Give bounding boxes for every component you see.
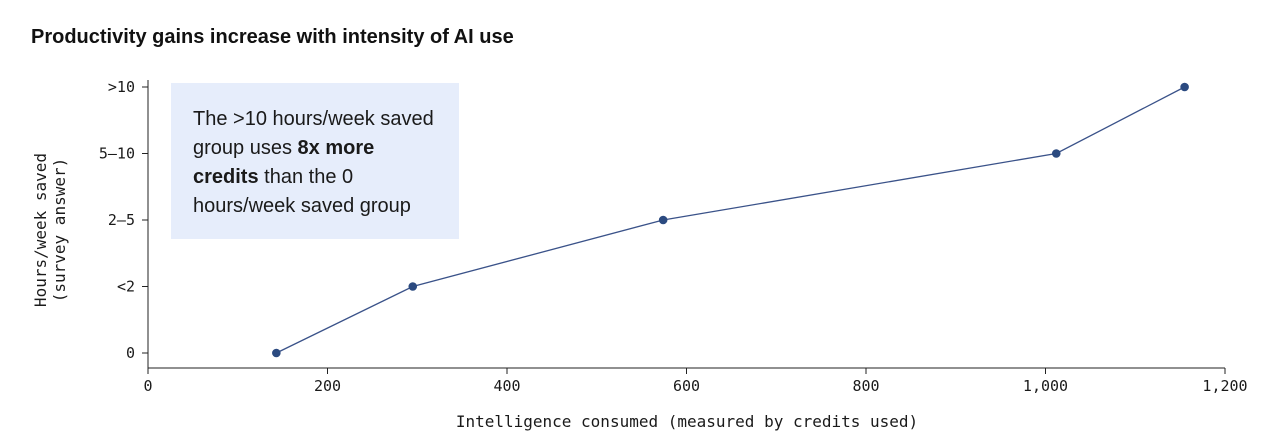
chart-axes (142, 80, 1226, 374)
data-point (1051, 149, 1061, 158)
data-point (408, 282, 418, 291)
x-tick-label: 400 (493, 377, 520, 395)
x-tick-label: 1,000 (1023, 377, 1068, 395)
y-tick-label: 0 (126, 344, 135, 362)
y-tick-label: 5—10 (99, 145, 135, 163)
y-tick-label: >10 (108, 78, 135, 96)
x-axis-title: Intelligence consumed (measured by credi… (456, 412, 918, 431)
annotation-highlight: 8x more credits (193, 137, 375, 188)
y-axis-title: Hours/week saved(survey answer) (31, 153, 69, 307)
data-point (1180, 82, 1189, 92)
data-point (658, 215, 668, 225)
chart-title: Productivity gains increase with intensi… (31, 26, 514, 48)
annotation-text: The >10 hours/week saved group uses (193, 108, 434, 159)
x-tick-label: 0 (143, 377, 152, 395)
x-tick-label: 200 (314, 377, 341, 395)
chart-labels: 0 200 400 600 800 1,000 1,200 0 <2 2—5 5—10 >10 Inte… (31, 78, 1248, 431)
x-tick-label: 600 (673, 377, 700, 395)
annotation-text: than the 0 hours/week saved group (193, 166, 411, 217)
x-tick-label: 800 (852, 377, 879, 395)
x-tick-label: 1,200 (1202, 377, 1247, 395)
annotation-callout: The >10 hours/week saved group uses 8x m… (171, 83, 459, 239)
y-tick-label: <2 (117, 278, 135, 296)
y-axis-title-line: (survey answer) (50, 158, 69, 303)
data-point (272, 348, 281, 358)
y-tick-label: 2—5 (108, 211, 135, 229)
y-axis-title-line: Hours/week saved (31, 153, 50, 307)
series-line (272, 82, 1189, 358)
